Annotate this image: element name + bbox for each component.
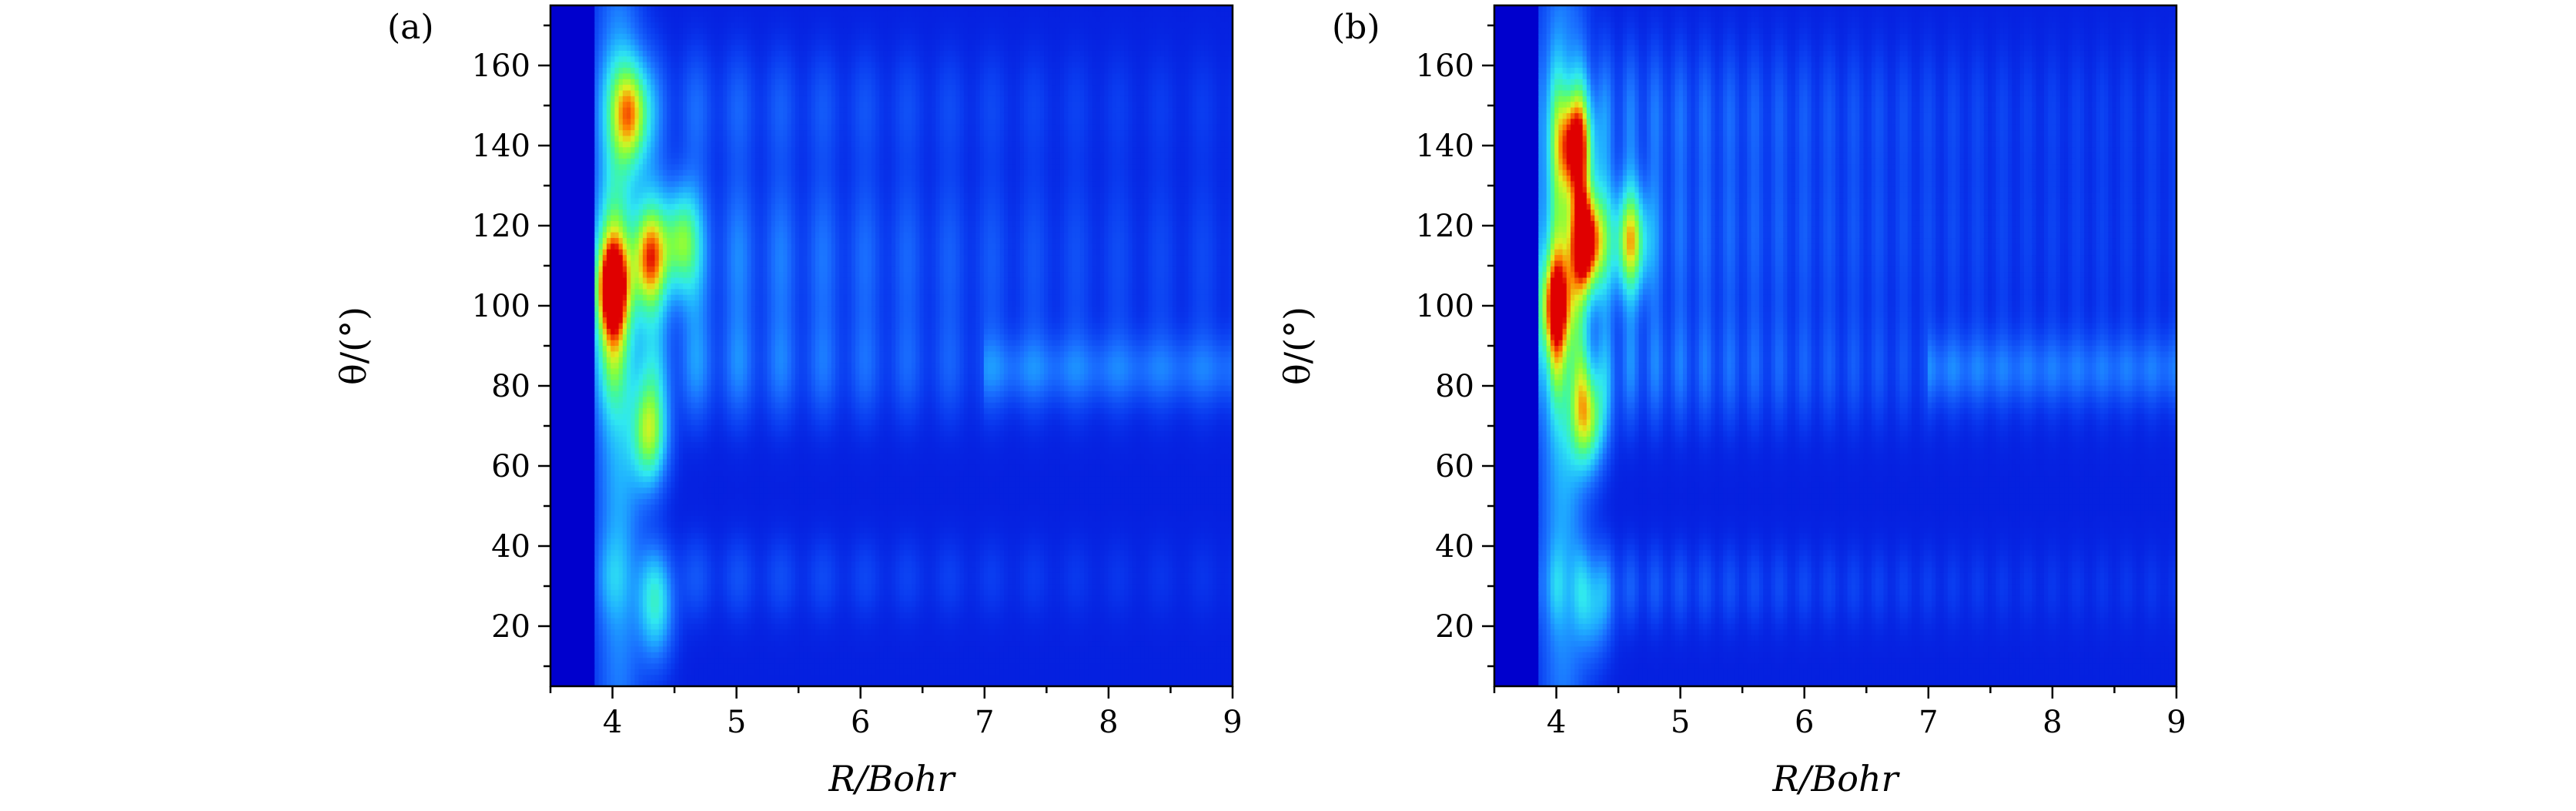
y-tick-label: 160 bbox=[472, 49, 530, 84]
heatmap-image bbox=[1494, 5, 2176, 686]
x-tick-label: 4 bbox=[603, 705, 622, 740]
x-tick-label: 4 bbox=[1547, 705, 1566, 740]
y-tick-label: 40 bbox=[1435, 529, 1474, 565]
y-tick-label: 60 bbox=[491, 449, 530, 484]
y-axis-label: θ/(°) bbox=[1276, 307, 1318, 385]
x-tick-label: 6 bbox=[1795, 705, 1814, 740]
panel-label: (a) bbox=[387, 8, 434, 47]
x-tick-label: 5 bbox=[727, 705, 746, 740]
x-tick-label: 9 bbox=[2166, 705, 2186, 740]
y-tick-label: 160 bbox=[1416, 49, 1474, 84]
x-tick-label: 5 bbox=[1671, 705, 1690, 740]
y-tick-label: 20 bbox=[491, 609, 530, 645]
x-tick-label: 9 bbox=[1223, 705, 1242, 740]
y-tick-label: 40 bbox=[491, 529, 530, 565]
y-tick-label: 80 bbox=[491, 369, 530, 404]
y-tick-label: 20 bbox=[1435, 609, 1474, 645]
heatmap-image bbox=[550, 5, 1233, 686]
y-tick-label: 120 bbox=[1416, 209, 1474, 244]
x-tick-label: 6 bbox=[851, 705, 870, 740]
y-tick-label: 120 bbox=[472, 209, 530, 244]
x-tick-label: 7 bbox=[1919, 705, 1938, 740]
x-tick-label: 7 bbox=[975, 705, 994, 740]
y-tick-label: 80 bbox=[1435, 369, 1474, 404]
y-tick-label: 140 bbox=[472, 129, 530, 164]
y-axis-label: θ/(°) bbox=[333, 307, 374, 385]
y-tick-label: 100 bbox=[1416, 289, 1474, 324]
y-tick-label: 140 bbox=[1416, 129, 1474, 164]
heatmap-panel-a: 4 5 6 7 8 9 20 40 60 80 100 120 140 160 R/Bohr θ/(°) (a) bbox=[333, 4, 1243, 799]
x-tick-label: 8 bbox=[1099, 705, 1118, 740]
x-axis-label: R/Bohr bbox=[1771, 758, 1900, 799]
x-axis-label: R/Bohr bbox=[828, 758, 956, 799]
y-tick-label: 100 bbox=[472, 289, 530, 324]
x-tick-label: 8 bbox=[2042, 705, 2062, 740]
heatmap-panel-b: 4 5 6 7 8 9 20 40 60 80 100 120 140 160 R/Bohr θ/(°) (b) bbox=[1276, 4, 2186, 799]
panel-label: (b) bbox=[1332, 8, 1380, 47]
y-tick-label: 60 bbox=[1435, 449, 1474, 484]
